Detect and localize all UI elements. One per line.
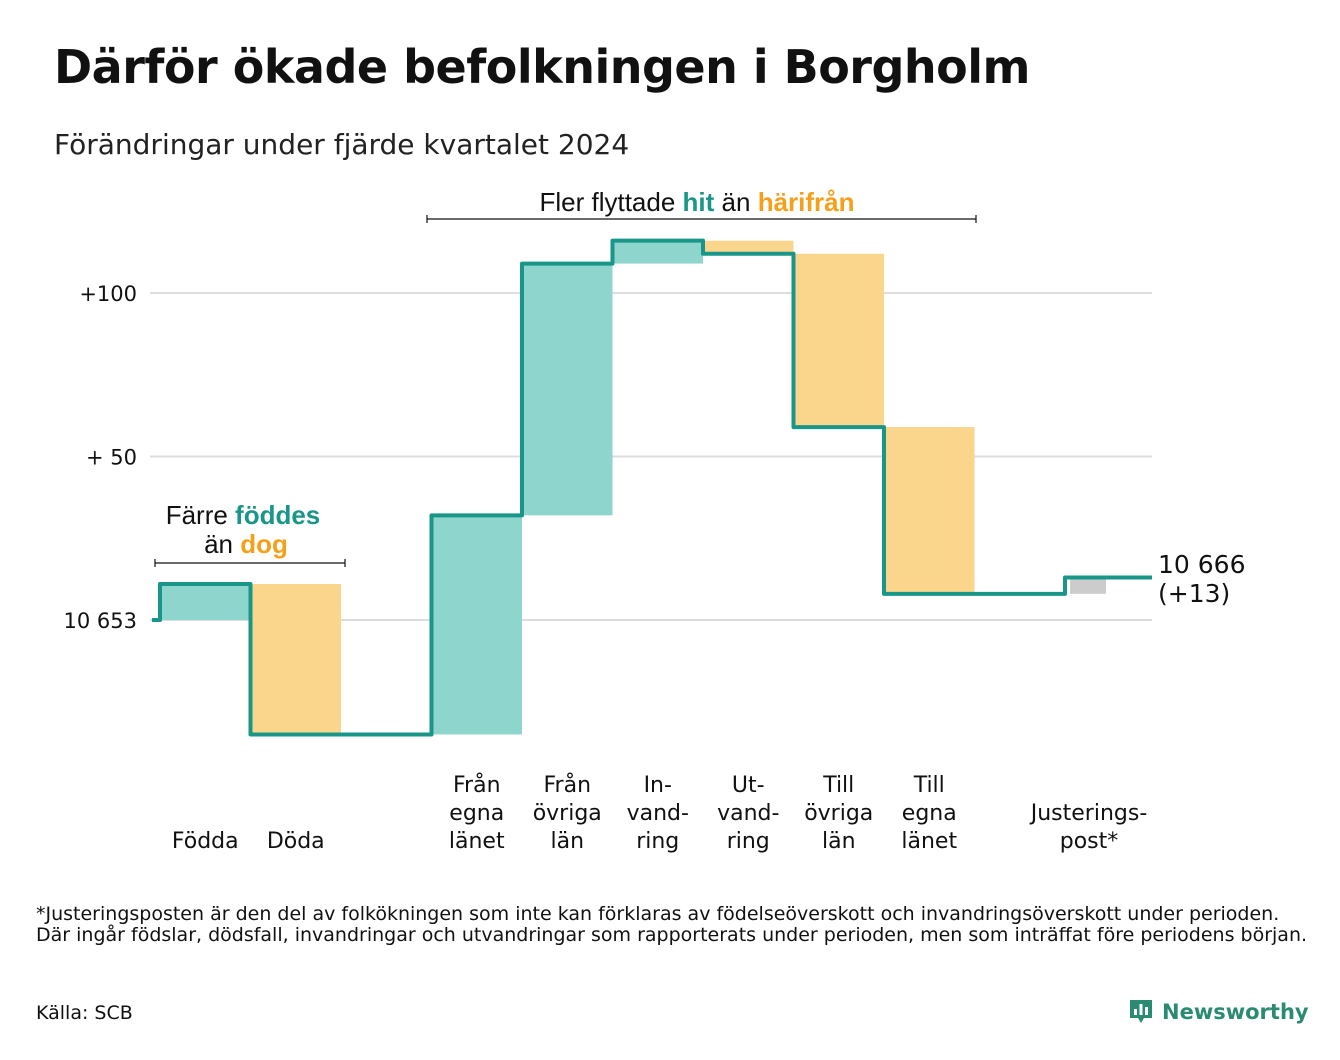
bar <box>522 263 613 516</box>
y-tick-label: +100 <box>79 282 137 306</box>
category-label: Ut- <box>732 773 765 798</box>
category-label: Döda <box>267 829 325 854</box>
level-line <box>152 238 1152 737</box>
migration-annotation: Fler flyttade hit än härifrån <box>539 187 854 217</box>
category-label: egna <box>902 801 957 826</box>
category-labels: Födda Döda Från egna länet Från övriga län In-va… <box>172 772 1147 854</box>
y-axis-ticks: 10 653 + 50 +100 <box>64 282 137 633</box>
end-value-text: (+13) <box>1158 579 1230 608</box>
y-tick-label: + 50 <box>86 446 137 470</box>
category-label: län <box>822 829 856 854</box>
bar-chart-icon <box>1130 1000 1152 1023</box>
category-label: Från <box>543 772 591 798</box>
bar <box>884 427 975 594</box>
category-label: post* <box>1060 829 1119 854</box>
chart-title: Därför ökade befolkningen i Borgholm <box>54 40 1030 94</box>
level-step-line <box>152 238 1152 737</box>
category-label: In- <box>644 773 672 798</box>
category-label: Från <box>453 772 501 798</box>
bar <box>793 253 884 428</box>
category-label: ring <box>727 829 770 854</box>
category-label: Födda <box>172 829 239 854</box>
end-value-label: 10 666(+13) <box>1158 550 1245 608</box>
category-label: ring <box>636 829 679 854</box>
source-label: Källa: SCB <box>36 1002 133 1024</box>
waterfall-chart: 10 653 + 50 +100 Födda Döda Från egna länet Frå… <box>64 187 1246 854</box>
bar <box>703 240 794 254</box>
category-label: länet <box>901 829 957 854</box>
births-annotation-line2: än dog <box>204 529 288 559</box>
footnote: *Justeringsposten är den del av folkökni… <box>36 903 1308 946</box>
bar <box>1070 577 1106 594</box>
y-tick-label: 10 653 <box>64 609 137 633</box>
category-label: Till <box>822 773 854 798</box>
category-label: vand- <box>717 801 779 826</box>
category-label: Justerings- <box>1029 801 1148 826</box>
chart-subtitle: Förändringar under fjärde kvartalet 2024 <box>54 128 630 161</box>
births-annotation: Färre föddes <box>166 500 321 530</box>
category-label: övriga <box>804 801 873 826</box>
category-label: Till <box>913 773 945 798</box>
bar <box>431 515 522 735</box>
bars <box>160 240 1106 735</box>
bar <box>250 584 341 735</box>
category-label: vand- <box>627 801 689 826</box>
end-value-text: 10 666 <box>1158 550 1245 579</box>
category-label: län <box>550 829 584 854</box>
bar <box>160 584 251 620</box>
brand-name: Newsworthy <box>1162 1000 1309 1024</box>
bar <box>612 240 703 264</box>
category-label: övriga <box>533 801 602 826</box>
category-label: egna <box>449 801 504 826</box>
grid-lines <box>150 292 1152 621</box>
category-label: länet <box>449 829 505 854</box>
brand-logo: Newsworthy <box>1128 998 1309 1026</box>
